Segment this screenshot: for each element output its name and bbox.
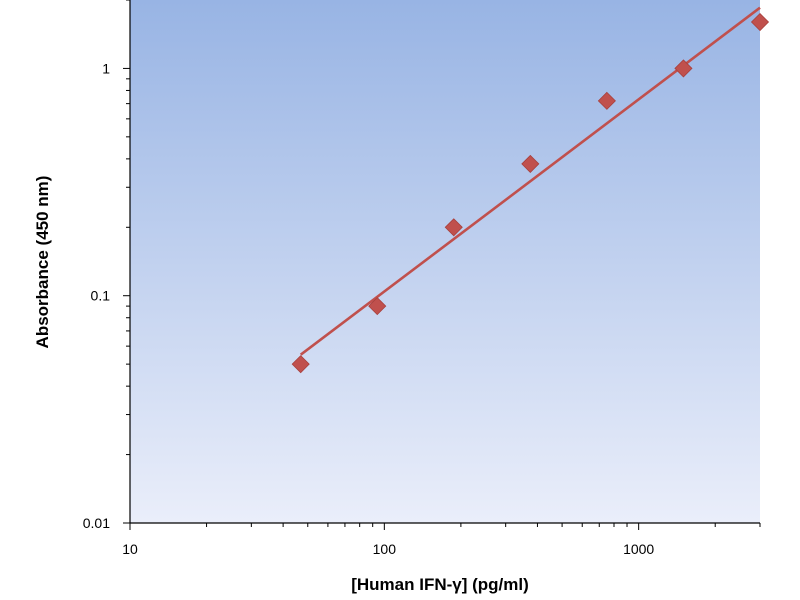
y-tick-label: 1 bbox=[102, 60, 110, 76]
x-tick-label: 10 bbox=[122, 541, 138, 557]
data-point bbox=[674, 59, 693, 78]
data-point bbox=[521, 154, 540, 173]
data-point bbox=[444, 218, 463, 237]
y-tick-label: 0.01 bbox=[83, 515, 110, 531]
y-axis-title: Absorbance (450 nm) bbox=[33, 176, 52, 349]
x-axis-title: [Human IFN-γ] (pg/ml) bbox=[351, 575, 529, 594]
y-tick-label: 0.1 bbox=[91, 288, 111, 304]
data-point bbox=[291, 355, 310, 374]
x-tick-label: 1000 bbox=[623, 541, 654, 557]
data-point bbox=[368, 297, 387, 316]
data-point bbox=[750, 12, 770, 32]
x-tick-label: 100 bbox=[373, 541, 397, 557]
data-point bbox=[597, 91, 616, 110]
